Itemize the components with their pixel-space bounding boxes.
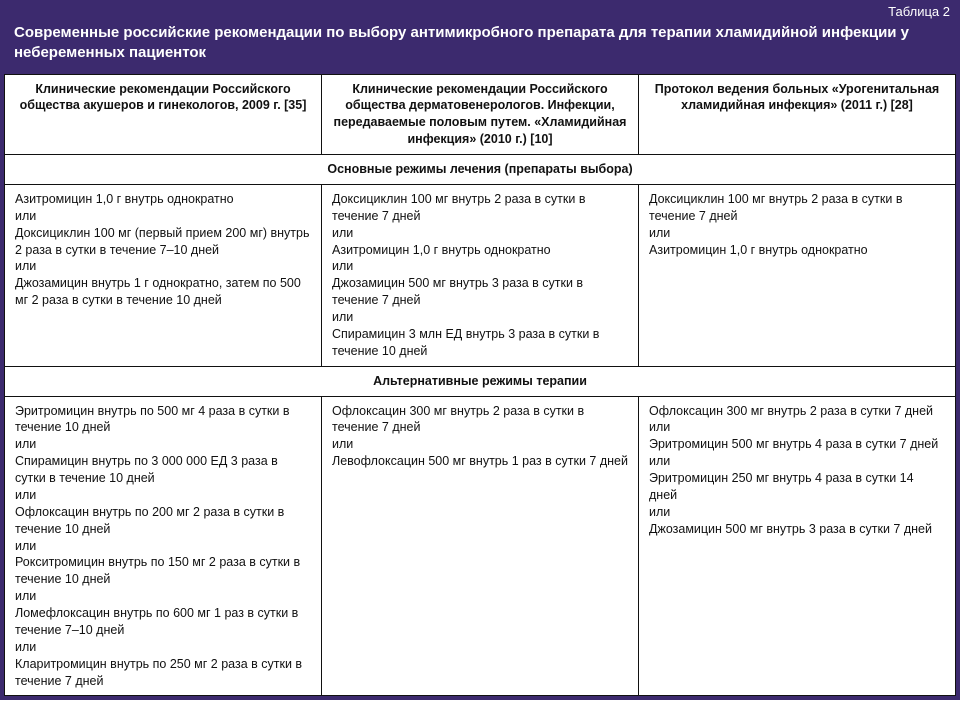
col-header-3: Протокол ведения больных «Урогенитальная… <box>639 74 956 155</box>
table-title: Современные российские рекомендации по в… <box>0 21 960 74</box>
section-heading-2: Альтернативные режимы терапии <box>5 366 956 396</box>
cell-alt-col3: Офлоксацин 300 мг внутрь 2 раза в сутки … <box>639 396 956 696</box>
table-row: Эритромицин внутрь по 500 мг 4 раза в су… <box>5 396 956 696</box>
section-heading-row: Альтернативные режимы терапии <box>5 366 956 396</box>
table-container: Таблица 2 Современные российские рекомен… <box>0 0 960 700</box>
col-header-2: Клинические рекомендации Российского общ… <box>322 74 639 155</box>
section-heading-1: Основные режимы лечения (препараты выбор… <box>5 155 956 185</box>
cell-alt-col2: Офлоксацин 300 мг внутрь 2 раза в сутки … <box>322 396 639 696</box>
table-header-row: Клинические рекомендации Российского общ… <box>5 74 956 155</box>
section-heading-row: Основные режимы лечения (препараты выбор… <box>5 155 956 185</box>
recommendations-table: Клинические рекомендации Российского общ… <box>4 74 956 697</box>
table-number-label: Таблица 2 <box>0 0 960 21</box>
cell-primary-col3: Доксициклин 100 мг внутрь 2 раза в сутки… <box>639 184 956 366</box>
cell-primary-col1: Азитромицин 1,0 г внутрь однократноилиДо… <box>5 184 322 366</box>
cell-primary-col2: Доксициклин 100 мг внутрь 2 раза в сутки… <box>322 184 639 366</box>
table-row: Азитромицин 1,0 г внутрь однократноилиДо… <box>5 184 956 366</box>
cell-alt-col1: Эритромицин внутрь по 500 мг 4 раза в су… <box>5 396 322 696</box>
col-header-1: Клинические рекомендации Российского общ… <box>5 74 322 155</box>
